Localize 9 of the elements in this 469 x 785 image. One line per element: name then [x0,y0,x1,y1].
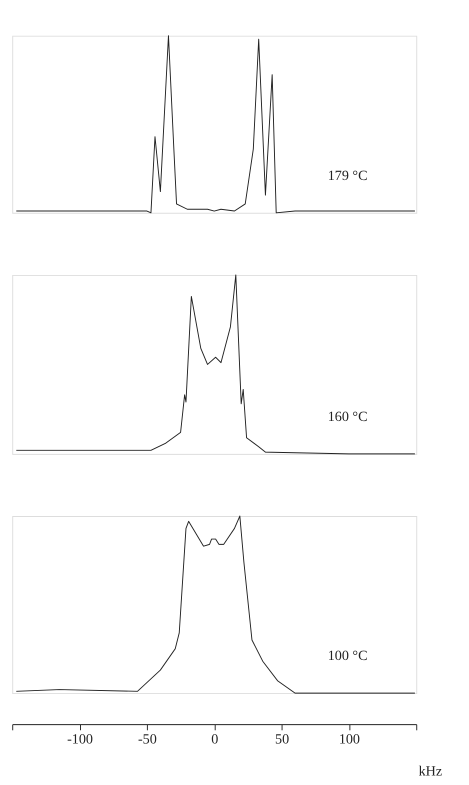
series-label: 100 °C [328,648,368,664]
x-tick-label: 50 [275,731,290,748]
x-tick-label: 100 [338,731,360,748]
x-axis-title: kHz [418,764,442,780]
x-tick-label: 0 [211,731,218,748]
x-tick-label: -100 [67,731,93,748]
x-tick-label: -50 [138,731,157,748]
series-label: 160 °C [328,408,368,425]
series-label: 179 °C [328,168,368,184]
